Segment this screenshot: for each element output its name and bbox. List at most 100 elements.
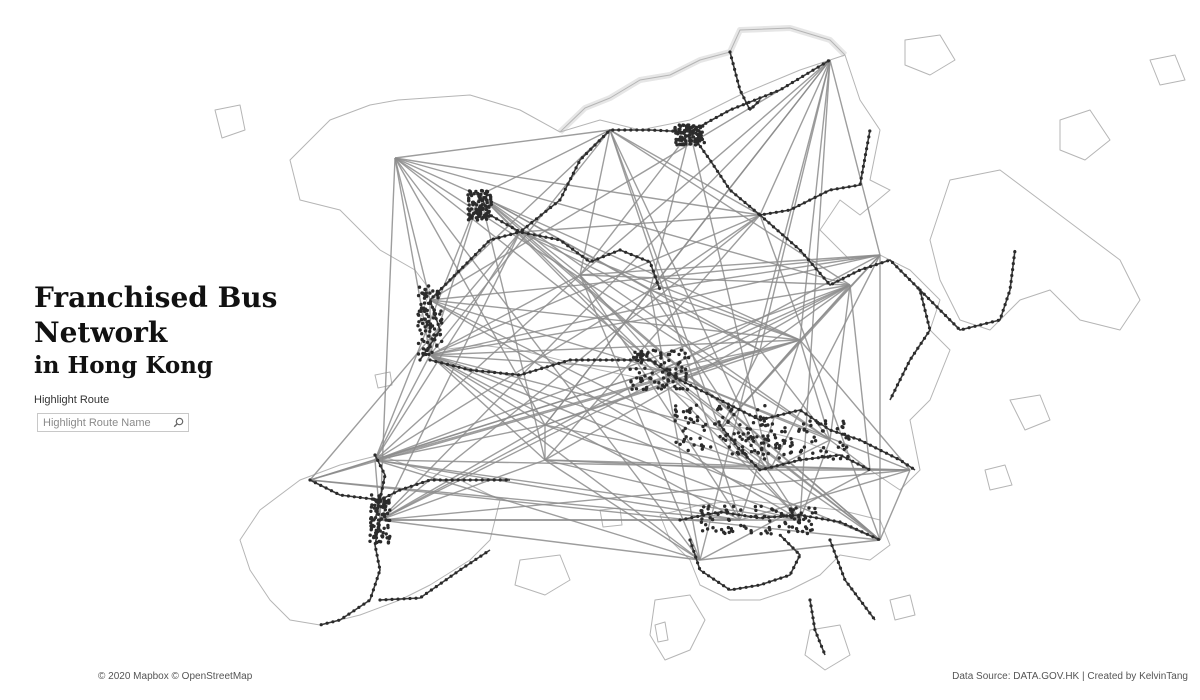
bus-stop[interactable] <box>831 457 835 461</box>
bus-stop[interactable] <box>382 500 386 505</box>
bus-stop[interactable] <box>715 397 720 401</box>
bus-stop[interactable] <box>505 223 509 227</box>
bus-stop[interactable] <box>382 504 386 508</box>
bus-stop[interactable] <box>809 415 813 419</box>
bus-stop[interactable] <box>634 367 638 371</box>
bus-stop[interactable] <box>834 453 838 458</box>
bus-stop[interactable] <box>860 170 864 174</box>
bus-stop[interactable] <box>684 134 688 138</box>
bus-stop[interactable] <box>655 280 659 285</box>
bus-stop[interactable] <box>747 106 751 111</box>
bus-stop[interactable] <box>636 352 640 357</box>
bus-stop[interactable] <box>653 128 657 132</box>
bus-stop[interactable] <box>743 200 747 205</box>
bus-stop[interactable] <box>487 214 491 218</box>
bus-stop[interactable] <box>763 467 768 471</box>
bus-stop[interactable] <box>428 329 432 334</box>
bus-stop[interactable] <box>556 237 560 242</box>
bus-stop[interactable] <box>690 125 695 129</box>
bus-stop[interactable] <box>475 218 480 222</box>
bus-stop[interactable] <box>489 197 493 201</box>
bus-stop[interactable] <box>857 268 861 272</box>
bus-stop[interactable] <box>838 566 843 570</box>
bus-stop[interactable] <box>823 422 828 426</box>
bus-stop[interactable] <box>716 512 720 516</box>
bus-stop[interactable] <box>784 574 789 578</box>
bus-stop[interactable] <box>754 508 758 513</box>
bus-stop[interactable] <box>799 511 803 515</box>
bus-stop[interactable] <box>457 365 461 369</box>
bus-stop[interactable] <box>886 259 890 263</box>
bus-stop[interactable] <box>774 443 778 447</box>
bus-stop[interactable] <box>999 314 1003 318</box>
bus-stop[interactable] <box>387 493 391 498</box>
bus-stop[interactable] <box>384 518 388 522</box>
bus-stop[interactable] <box>843 522 848 527</box>
bus-stop[interactable] <box>895 383 900 387</box>
bus-stop[interactable] <box>639 360 644 365</box>
bus-stop[interactable] <box>480 199 484 203</box>
bus-stop[interactable] <box>653 360 657 364</box>
bus-stop[interactable] <box>729 437 733 441</box>
bus-stop[interactable] <box>835 187 839 191</box>
bus-stop[interactable] <box>880 261 884 265</box>
bus-stop[interactable] <box>637 371 642 375</box>
bus-stop[interactable] <box>425 323 430 327</box>
bus-stop[interactable] <box>805 531 810 536</box>
bus-stop[interactable] <box>821 446 826 450</box>
bus-stop[interactable] <box>782 412 786 416</box>
bus-stop[interactable] <box>408 596 412 601</box>
bus-stop[interactable] <box>553 202 557 206</box>
bus-stop[interactable] <box>561 240 565 244</box>
bus-stop[interactable] <box>695 128 699 132</box>
bus-stop[interactable] <box>814 267 818 271</box>
bus-stop[interactable] <box>631 383 635 387</box>
bus-stop[interactable] <box>688 136 692 141</box>
bus-stop[interactable] <box>776 413 780 418</box>
bus-stop[interactable] <box>985 321 989 325</box>
bus-stop[interactable] <box>382 496 386 500</box>
bus-stop[interactable] <box>469 257 473 261</box>
bus-stop[interactable] <box>426 479 430 483</box>
bus-stop[interactable] <box>829 188 833 192</box>
bus-stop[interactable] <box>758 415 763 419</box>
bus-stop[interactable] <box>719 174 723 178</box>
bus-stop[interactable] <box>379 517 384 521</box>
bus-stop[interactable] <box>799 249 803 253</box>
bus-stop[interactable] <box>741 103 745 107</box>
bus-stop[interactable] <box>770 507 774 511</box>
bus-stop[interactable] <box>808 419 812 423</box>
bus-stop[interactable] <box>601 134 606 139</box>
bus-stop[interactable] <box>783 520 787 525</box>
bus-stop[interactable] <box>756 583 760 587</box>
bus-stop[interactable] <box>725 184 730 188</box>
bus-stop[interactable] <box>854 527 859 532</box>
bus-stop[interactable] <box>967 326 971 330</box>
bus-stop[interactable] <box>733 67 737 71</box>
bus-stop[interactable] <box>727 530 731 535</box>
bus-stop[interactable] <box>392 491 396 495</box>
bus-stop[interactable] <box>645 354 649 358</box>
bus-stop[interactable] <box>313 481 317 485</box>
bus-stop[interactable] <box>390 597 394 602</box>
bus-stop[interactable] <box>612 250 617 254</box>
bus-stop[interactable] <box>742 96 746 100</box>
bus-stop[interactable] <box>673 419 677 423</box>
bus-stop[interactable] <box>699 509 703 513</box>
bus-stop[interactable] <box>749 531 753 535</box>
bus-stop[interactable] <box>765 531 769 535</box>
bus-stop[interactable] <box>522 372 526 376</box>
bus-stop[interactable] <box>694 555 698 559</box>
bus-stop[interactable] <box>812 435 816 439</box>
bus-stop[interactable] <box>781 438 785 443</box>
bus-stop[interactable] <box>813 195 817 199</box>
bus-stop[interactable] <box>319 483 323 487</box>
bus-stop[interactable] <box>844 436 848 440</box>
bus-stop[interactable] <box>739 90 743 94</box>
bus-stop[interactable] <box>807 506 811 510</box>
bus-stop[interactable] <box>593 143 597 147</box>
bus-stop[interactable] <box>580 156 584 160</box>
bus-stop[interactable] <box>700 511 704 515</box>
bus-stop[interactable] <box>838 520 842 524</box>
bus-stop[interactable] <box>686 448 690 453</box>
